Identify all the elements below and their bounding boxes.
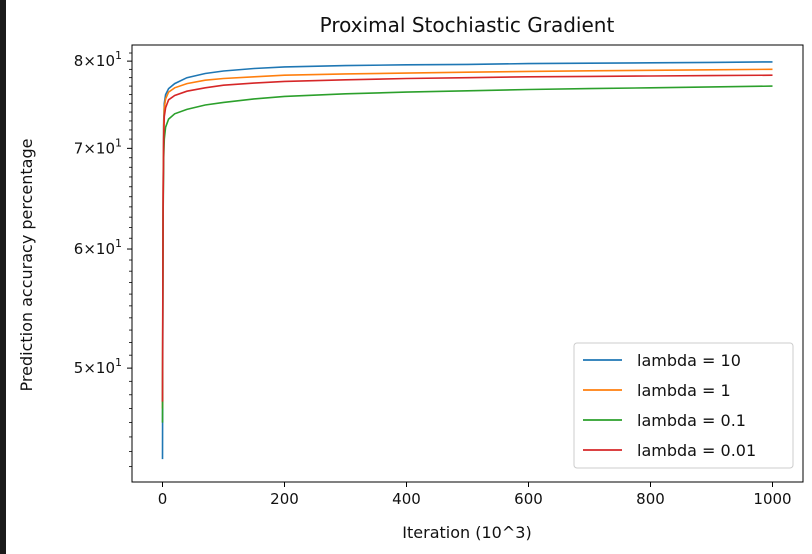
legend-label: lambda = 0.01 — [637, 441, 756, 460]
x-axis-label: Iteration (10^3) — [402, 523, 531, 542]
y-tick-label: 5×101 — [74, 356, 122, 377]
window-left-edge — [0, 0, 6, 554]
y-tick-label: 7×101 — [74, 136, 122, 157]
y-axis: 5×101 6×101 7×101 8×101 — [74, 49, 132, 468]
x-tick-label: 600 — [514, 490, 543, 508]
legend-label: lambda = 1 — [637, 381, 731, 400]
legend-box — [573, 342, 794, 469]
y-tick-label: 8×101 — [74, 49, 122, 70]
plot-area — [161, 61, 773, 460]
x-tick-label: 400 — [392, 490, 421, 508]
y-axis-label: Prediction accuracy percentage — [17, 139, 36, 392]
legend-label: lambda = 0.1 — [637, 411, 746, 430]
x-tick-label: 200 — [270, 490, 299, 508]
plot-frame — [131, 44, 804, 483]
x-tick-label: 0 — [158, 490, 168, 508]
series-line-3 — [161, 74, 773, 402]
y-tick-label: 6×101 — [74, 237, 122, 258]
x-tick-label: 800 — [636, 490, 665, 508]
series-line-1 — [161, 68, 773, 409]
x-tick-label: 1000 — [753, 490, 791, 508]
legend: lambda = 10 lambda = 1 lambda = 0.1 lambda … — [573, 342, 794, 469]
chart-title: Proximal Stochiastic Gradient — [320, 13, 615, 37]
legend-label: lambda = 10 — [637, 351, 741, 370]
x-axis: 0 200 400 600 800 1000 — [158, 482, 792, 508]
